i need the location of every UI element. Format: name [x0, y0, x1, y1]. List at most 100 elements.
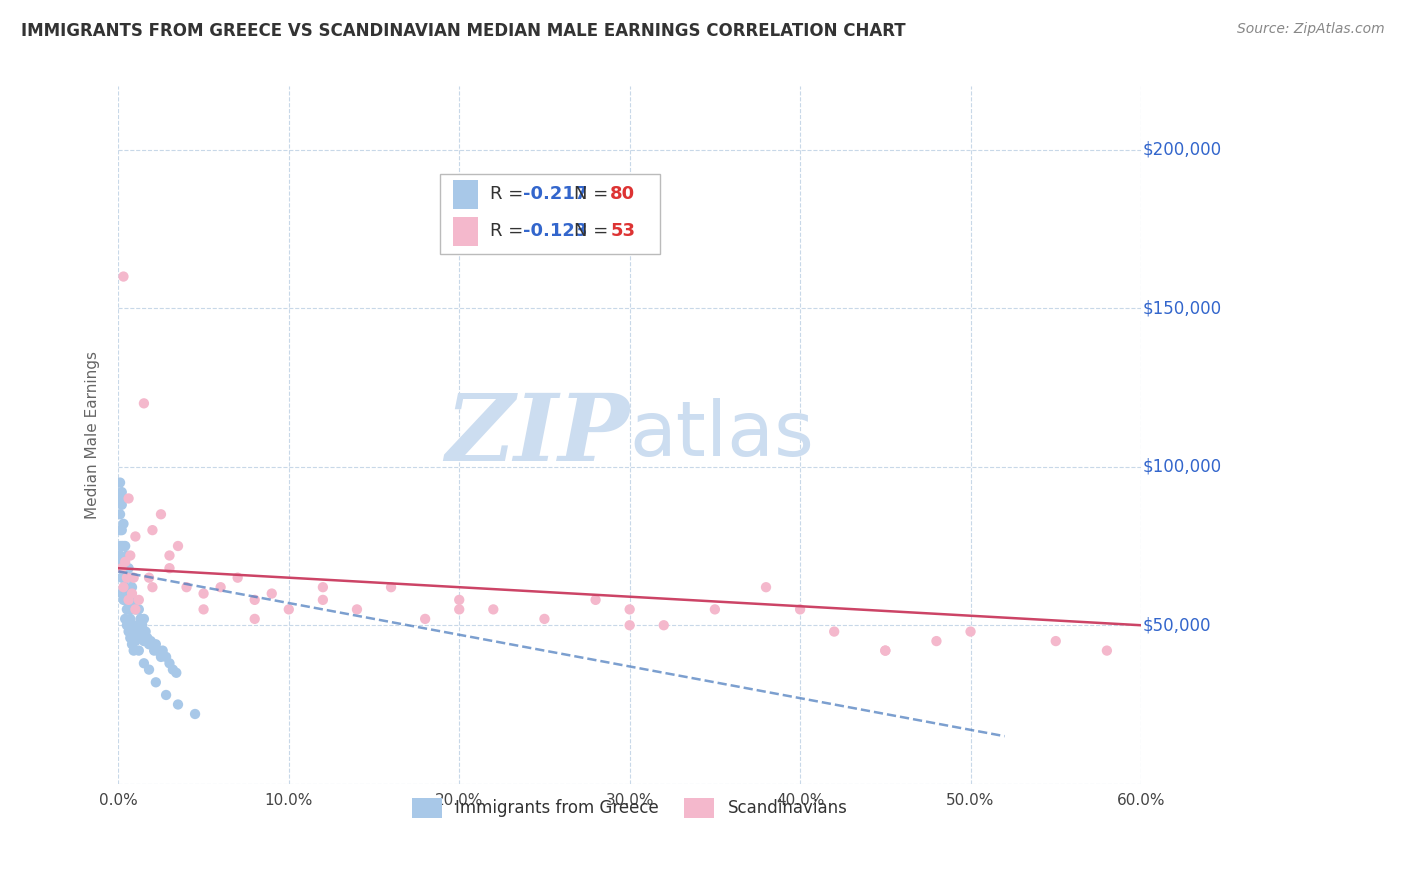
Text: ZIP: ZIP: [446, 390, 630, 480]
Point: [108, 475, 131, 490]
Point: [114, 593, 136, 607]
Point: [132, 634, 155, 648]
Point: [120, 612, 142, 626]
Legend: Immigrants from Greece, Scandinavians: Immigrants from Greece, Scandinavians: [405, 791, 853, 824]
Point: [112, 269, 135, 284]
Point: [115, 602, 138, 616]
Point: [209, 580, 232, 594]
Point: [141, 637, 163, 651]
Point: [108, 508, 131, 522]
Point: [115, 571, 138, 585]
Point: [120, 593, 142, 607]
Point: [114, 580, 136, 594]
Point: [585, 593, 607, 607]
Text: IMMIGRANTS FROM GREECE VS SCANDINAVIAN MEDIAN MALE EARNINGS CORRELATION CHART: IMMIGRANTS FROM GREECE VS SCANDINAVIAN M…: [21, 22, 905, 40]
Point: [1095, 643, 1118, 657]
Point: [122, 571, 145, 585]
Point: [111, 498, 134, 512]
FancyBboxPatch shape: [453, 217, 478, 246]
Point: [127, 624, 149, 639]
Point: [122, 593, 145, 607]
Point: [346, 602, 368, 616]
Point: [380, 580, 402, 594]
Point: [112, 571, 135, 585]
Point: [139, 634, 162, 648]
Point: [277, 602, 299, 616]
Point: [138, 663, 160, 677]
Point: [124, 602, 146, 616]
Point: [128, 602, 150, 616]
Point: [789, 602, 811, 616]
Point: [108, 491, 131, 506]
Point: [115, 618, 138, 632]
Text: -0.217: -0.217: [523, 186, 588, 203]
Point: [131, 618, 153, 632]
Text: 80: 80: [610, 186, 636, 203]
Point: [121, 637, 143, 651]
Point: [135, 624, 157, 639]
Point: [193, 586, 215, 600]
Point: [117, 624, 139, 639]
Text: 53: 53: [610, 222, 636, 241]
Point: [108, 523, 131, 537]
Point: [141, 580, 163, 594]
Point: [152, 643, 174, 657]
Point: [121, 580, 143, 594]
Text: $200,000: $200,000: [1143, 141, 1222, 159]
Point: [121, 602, 143, 616]
Point: [112, 539, 135, 553]
Point: [129, 612, 152, 626]
Point: [120, 549, 142, 563]
Point: [117, 602, 139, 616]
Text: N =: N =: [575, 186, 614, 203]
Point: [111, 555, 134, 569]
Point: [112, 593, 135, 607]
Text: N =: N =: [575, 222, 614, 241]
Point: [149, 649, 172, 664]
Point: [111, 523, 134, 537]
Text: atlas: atlas: [630, 398, 814, 472]
Point: [482, 602, 505, 616]
Point: [260, 586, 283, 600]
Point: [755, 580, 778, 594]
Point: [117, 491, 139, 506]
Point: [132, 612, 155, 626]
Point: [138, 571, 160, 585]
Point: [124, 624, 146, 639]
Point: [122, 618, 145, 632]
Point: [114, 539, 136, 553]
Point: [128, 643, 150, 657]
Text: Source: ZipAtlas.com: Source: ZipAtlas.com: [1237, 22, 1385, 37]
Point: [959, 624, 981, 639]
Point: [703, 602, 725, 616]
Point: [449, 593, 471, 607]
Point: [925, 634, 948, 648]
Point: [619, 602, 641, 616]
Point: [155, 649, 177, 664]
Point: [114, 555, 136, 569]
Point: [115, 586, 138, 600]
Point: [1045, 634, 1067, 648]
Point: [114, 561, 136, 575]
Point: [619, 618, 641, 632]
Point: [124, 602, 146, 616]
Text: $50,000: $50,000: [1143, 616, 1212, 634]
Point: [449, 602, 471, 616]
FancyBboxPatch shape: [440, 174, 661, 253]
FancyBboxPatch shape: [453, 180, 478, 209]
Text: $100,000: $100,000: [1143, 458, 1222, 475]
Point: [312, 593, 335, 607]
Point: [141, 523, 163, 537]
Point: [652, 618, 675, 632]
Point: [167, 539, 190, 553]
Point: [176, 580, 198, 594]
Point: [128, 624, 150, 639]
Point: [112, 586, 135, 600]
Point: [111, 539, 134, 553]
Point: [128, 593, 150, 607]
Point: [413, 612, 436, 626]
Point: [117, 586, 139, 600]
Point: [145, 675, 167, 690]
Point: [127, 602, 149, 616]
Point: [146, 643, 169, 657]
